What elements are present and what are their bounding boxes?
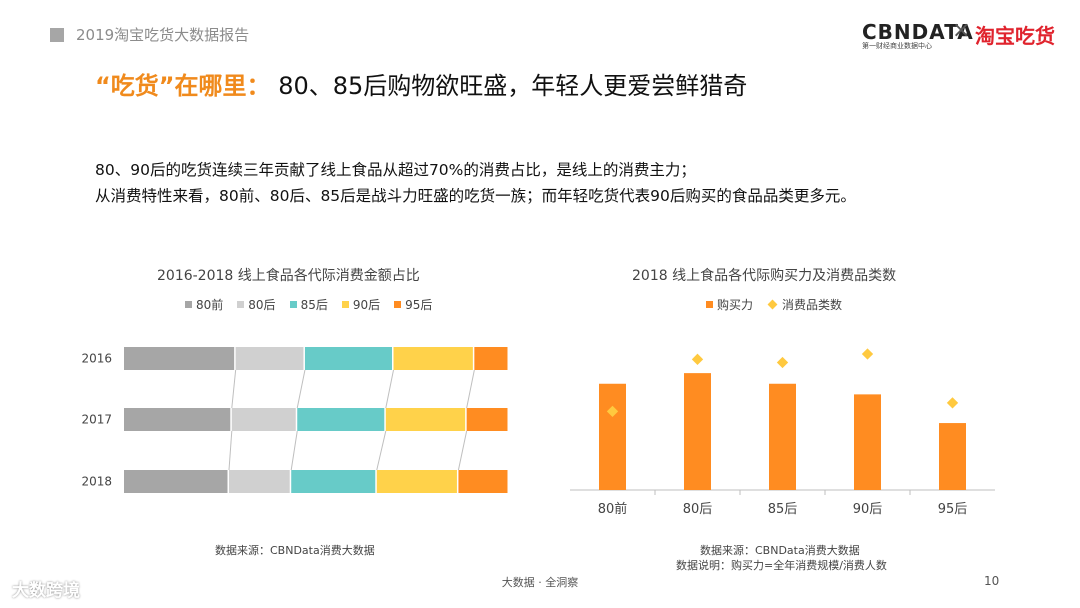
- right-chart-legend: 购买力 消费品类数: [706, 296, 842, 313]
- y-tick-label: 2016: [81, 352, 112, 366]
- bar-80后: [684, 373, 711, 490]
- connector-line: [296, 369, 306, 409]
- diamond-85后: [776, 356, 789, 369]
- y-tick-label: 2018: [81, 475, 112, 489]
- connector-line: [376, 430, 387, 471]
- bar-85后: [769, 383, 796, 490]
- legend-item-90后: 90后: [341, 296, 381, 313]
- footer-tagline: 大数据 · 全洞察: [501, 576, 579, 589]
- left-chart-source: 数据来源：CBNData消费大数据: [215, 544, 375, 557]
- right-chart-note: 数据说明：购买力=全年消费规模/消费人数: [676, 559, 887, 572]
- legend-label: 80前: [196, 298, 224, 312]
- legend-swatch: [341, 301, 349, 308]
- connector-line: [228, 430, 233, 471]
- bar-segment-95后-2016: [474, 347, 508, 370]
- bar-segment-80前-2018: [124, 470, 228, 493]
- connector-line: [385, 369, 394, 409]
- legend-item-80后: 80后: [237, 296, 276, 313]
- page-number: 10: [984, 574, 1000, 588]
- partner-logo: 淘宝吃货: [975, 24, 1055, 48]
- legend-label: 85后: [300, 298, 328, 312]
- bar-segment-85后-2018: [291, 470, 376, 493]
- report-title: 2019淘宝吃货大数据报告: [76, 26, 250, 44]
- bar-segment-80后-2018: [229, 470, 290, 493]
- bar-segment-95后-2017: [466, 408, 508, 431]
- bar-segment-90后-2018: [376, 470, 457, 493]
- left-chart-svg: 2016 2017 2018: [81, 347, 508, 493]
- diamond-90后: [861, 348, 874, 360]
- headline: “吃货”在哪里： 80、85后购物欲旺盛，年轻人更爱尝鲜猎奇: [95, 66, 747, 101]
- bar-90后: [854, 394, 881, 490]
- legend-swatch: [185, 301, 192, 308]
- legend-swatch: [706, 301, 713, 308]
- legend-item-category-count: 消费品类数: [767, 296, 842, 313]
- x-tick-label: 95后: [938, 502, 968, 517]
- brand-logo: CBNDATA: [862, 20, 974, 44]
- bar-segment-80后-2016: [235, 347, 304, 370]
- x-tick-label: 90后: [853, 502, 883, 517]
- left-chart-legend: 80前 80后 85后 90后 95后: [185, 296, 432, 313]
- body-line-2: 从消费特性来看，80前、80后、85后是战斗力旺盛的吃货一族；而年轻吃货代表90…: [95, 187, 856, 205]
- brand-subtitle: 第一财经商业数据中心: [862, 42, 932, 50]
- legend-swatch: [394, 301, 402, 308]
- body-line-1: 80、90后的吃货连续三年贡献了线上食品从超过70%的消费占比，是线上的消费主力…: [95, 161, 696, 179]
- brand-cross-icon: ×: [952, 18, 971, 43]
- diamond-icon: [767, 299, 778, 310]
- right-chart-source: 数据来源：CBNData消费大数据: [700, 544, 860, 557]
- corner-logo: 大数跨境: [12, 581, 80, 601]
- bar-segment-85后-2017: [297, 408, 385, 431]
- legend-swatch: [289, 301, 297, 308]
- diamond-95后: [946, 397, 959, 409]
- headline-text: 80、85后购物欲旺盛，年轻人更爱尝鲜猎奇: [278, 72, 748, 100]
- bar-segment-80前-2017: [124, 408, 231, 431]
- y-tick-label: 2017: [81, 413, 112, 427]
- connector-line: [457, 430, 468, 471]
- legend-label: 95后: [405, 298, 433, 312]
- bar-95后: [939, 423, 966, 490]
- legend-swatch: [237, 301, 245, 308]
- x-tick-label: 85后: [768, 502, 798, 517]
- legend-label: 80后: [248, 298, 276, 312]
- connector-line: [231, 369, 237, 409]
- legend-item-purchasing-power: 购买力: [706, 296, 753, 313]
- right-chart-title: 2018 线上食品各代际购买力及消费品类数: [632, 268, 897, 284]
- x-tick-label: 80前: [598, 501, 628, 517]
- bar-segment-90后-2016: [393, 347, 473, 370]
- legend-item-95后: 95后: [394, 296, 432, 313]
- bar-segment-80前-2016: [124, 347, 235, 370]
- legend-item-80前: 80前: [185, 296, 223, 313]
- diamond-80后: [691, 353, 704, 365]
- headline-highlight: “吃货”在哪里：: [95, 72, 271, 100]
- bar-segment-85后-2016: [304, 347, 392, 370]
- bar-segment-95后-2018: [458, 470, 508, 493]
- legend-label: 消费品类数: [782, 298, 843, 312]
- right-chart-svg: 80前 80后 85后 90后 95后: [570, 348, 995, 517]
- connector-line: [466, 369, 475, 409]
- legend-label: 90后: [352, 298, 381, 312]
- header-square-icon: [50, 28, 64, 42]
- legend-label: 购买力: [717, 298, 754, 312]
- bar-segment-90后-2017: [385, 408, 466, 431]
- legend-item-85后: 85后: [289, 296, 328, 313]
- x-tick-label: 80后: [683, 502, 713, 517]
- bar-80前: [599, 383, 626, 490]
- bar-segment-80后-2017: [231, 408, 296, 431]
- connector-line: [290, 430, 298, 471]
- left-chart-title: 2016-2018 线上食品各代际消费金额占比: [157, 268, 420, 284]
